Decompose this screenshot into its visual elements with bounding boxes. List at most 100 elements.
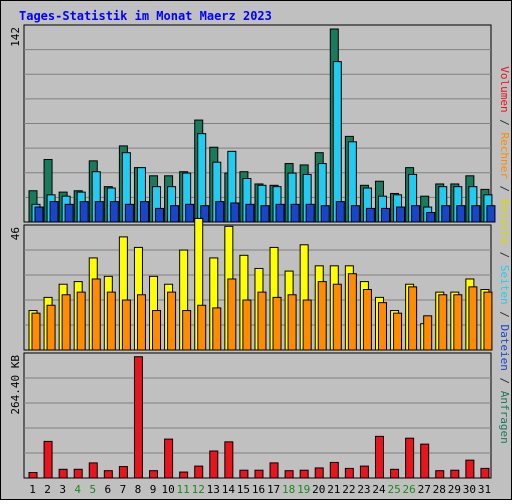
bar-dateien-day-2 (49, 201, 59, 223)
legend-entry: / (498, 371, 511, 391)
bar-rechner-day-31 (483, 291, 493, 351)
bar-volumen-day-16 (254, 469, 264, 479)
bar-dateien-day-16 (260, 205, 270, 223)
bar-volumen-day-7 (118, 466, 128, 479)
legend-entry: Seiten (498, 265, 511, 305)
x-tick-label: 15 (237, 483, 250, 496)
panel-top: 142 (9, 24, 496, 223)
bar-dateien-day-27 (426, 211, 436, 223)
bar-dateien-day-17 (275, 203, 285, 223)
bar-dateien-day-30 (471, 205, 481, 223)
bar-rechner-day-17 (272, 296, 282, 351)
bar-dateien-day-25 (396, 206, 406, 223)
x-tick-label: 25 (387, 483, 400, 496)
x-tick-label: 5 (89, 483, 96, 496)
bar-dateien-day-5 (94, 201, 104, 223)
x-tick-label: 27 (418, 483, 431, 496)
x-tick-label: 3 (59, 483, 66, 496)
bar-volumen-day-22 (344, 467, 354, 479)
panel-bottom: 264.40 KB (9, 352, 492, 479)
panel-bottom-max-label: 264.40 KB (9, 355, 22, 415)
legend-entry: Dateien (498, 325, 511, 371)
bar-dateien-day-4 (79, 201, 89, 223)
x-tick-label: 26 (403, 483, 416, 496)
bar-rechner-day-27 (423, 315, 433, 351)
vertical-legend: Volumen / Rechner / Besuche / Seiten / D… (498, 66, 511, 444)
bar-dateien-day-24 (380, 207, 390, 223)
bar-rechner-day-30 (468, 286, 478, 351)
x-tick-label: 1 (29, 483, 36, 496)
bar-dateien-day-15 (245, 203, 255, 223)
bar-volumen-day-29 (450, 469, 460, 479)
bar-rechner-day-16 (257, 291, 267, 351)
x-tick-label: 31 (478, 483, 491, 496)
bar-rechner-day-25 (393, 312, 403, 351)
bar-seiten-day-21 (332, 61, 342, 223)
bar-volumen-day-2 (43, 440, 53, 479)
bar-dateien-day-13 (215, 201, 225, 223)
bar-rechner-day-19 (302, 299, 312, 351)
legend-entry: Anfragen (498, 391, 511, 444)
x-tick-label: 11 (177, 483, 190, 496)
bar-volumen-day-20 (314, 467, 324, 479)
bar-volumen-day-28 (435, 470, 445, 479)
bar-volumen-day-17 (269, 462, 279, 479)
legend-entry: / (498, 179, 511, 199)
x-tick-label: 12 (192, 483, 205, 496)
bar-rechner-day-20 (317, 281, 327, 351)
x-tick-label: 20 (312, 483, 325, 496)
x-tick-label: 29 (448, 483, 461, 496)
legend-entry: Rechner (498, 132, 511, 179)
legend-text: Volumen / Rechner / Besuche / Seiten / D… (498, 66, 511, 444)
bar-dateien-day-29 (456, 205, 466, 223)
bar-volumen-day-13 (209, 450, 219, 479)
bar-rechner-day-7 (121, 299, 131, 351)
x-tick-label: 16 (252, 483, 265, 496)
x-tick-label: 14 (222, 483, 236, 496)
x-tick-label: 4 (74, 483, 81, 496)
bar-rechner-day-13 (212, 307, 222, 351)
bar-volumen-day-10 (164, 438, 174, 479)
bar-volumen-day-18 (284, 470, 294, 479)
bar-dateien-day-14 (230, 202, 240, 223)
bar-dateien-day-11 (185, 203, 195, 223)
bar-rechner-day-29 (453, 294, 463, 351)
bar-dateien-day-12 (200, 205, 210, 223)
x-tick-label: 10 (161, 483, 174, 496)
bar-dateien-day-10 (170, 205, 180, 223)
bar-dateien-day-1 (34, 206, 44, 223)
bar-dateien-day-26 (411, 205, 421, 223)
bar-dateien-day-20 (320, 205, 330, 223)
bar-rechner-day-3 (61, 294, 71, 351)
bar-rechner-day-23 (362, 289, 372, 351)
chart-title: Tages-Statistik im Monat Maerz 2023 (19, 9, 272, 23)
bar-rechner-day-5 (91, 278, 101, 351)
x-tick-label: 2 (44, 483, 51, 496)
x-tick-label: 8 (135, 483, 142, 496)
legend-entry: Volumen (498, 66, 511, 112)
bar-rechner-day-2 (46, 304, 56, 351)
x-tick-label: 18 (282, 483, 295, 496)
bar-rechner-day-15 (242, 299, 252, 351)
legend-entry: / (498, 305, 511, 325)
bar-rechner-day-14 (227, 278, 237, 351)
bar-rechner-day-18 (287, 294, 297, 351)
x-tick-label: 19 (297, 483, 310, 496)
bar-dateien-day-21 (335, 201, 345, 223)
bar-volumen-day-3 (58, 468, 68, 479)
x-tick-label: 7 (120, 483, 127, 496)
bar-dateien-day-18 (290, 203, 300, 223)
bar-volumen-day-8 (133, 356, 143, 479)
bar-volumen-day-31 (480, 467, 490, 479)
bar-rechner-day-21 (332, 283, 342, 351)
bar-rechner-day-8 (136, 294, 146, 351)
bar-volumen-day-4 (73, 468, 83, 479)
x-axis-labels: 1 2 3 4 5 6 7 8 9 10 11 12 13 14 15 16 17 18 19 20 21 22 23 24 2… (29, 483, 491, 496)
panel-middle: 46 (9, 217, 493, 351)
bar-rechner-day-12 (197, 304, 207, 351)
legend-entry: Besuche (498, 199, 511, 245)
x-tick-label: 9 (150, 483, 157, 496)
bar-dateien-day-19 (305, 203, 315, 223)
